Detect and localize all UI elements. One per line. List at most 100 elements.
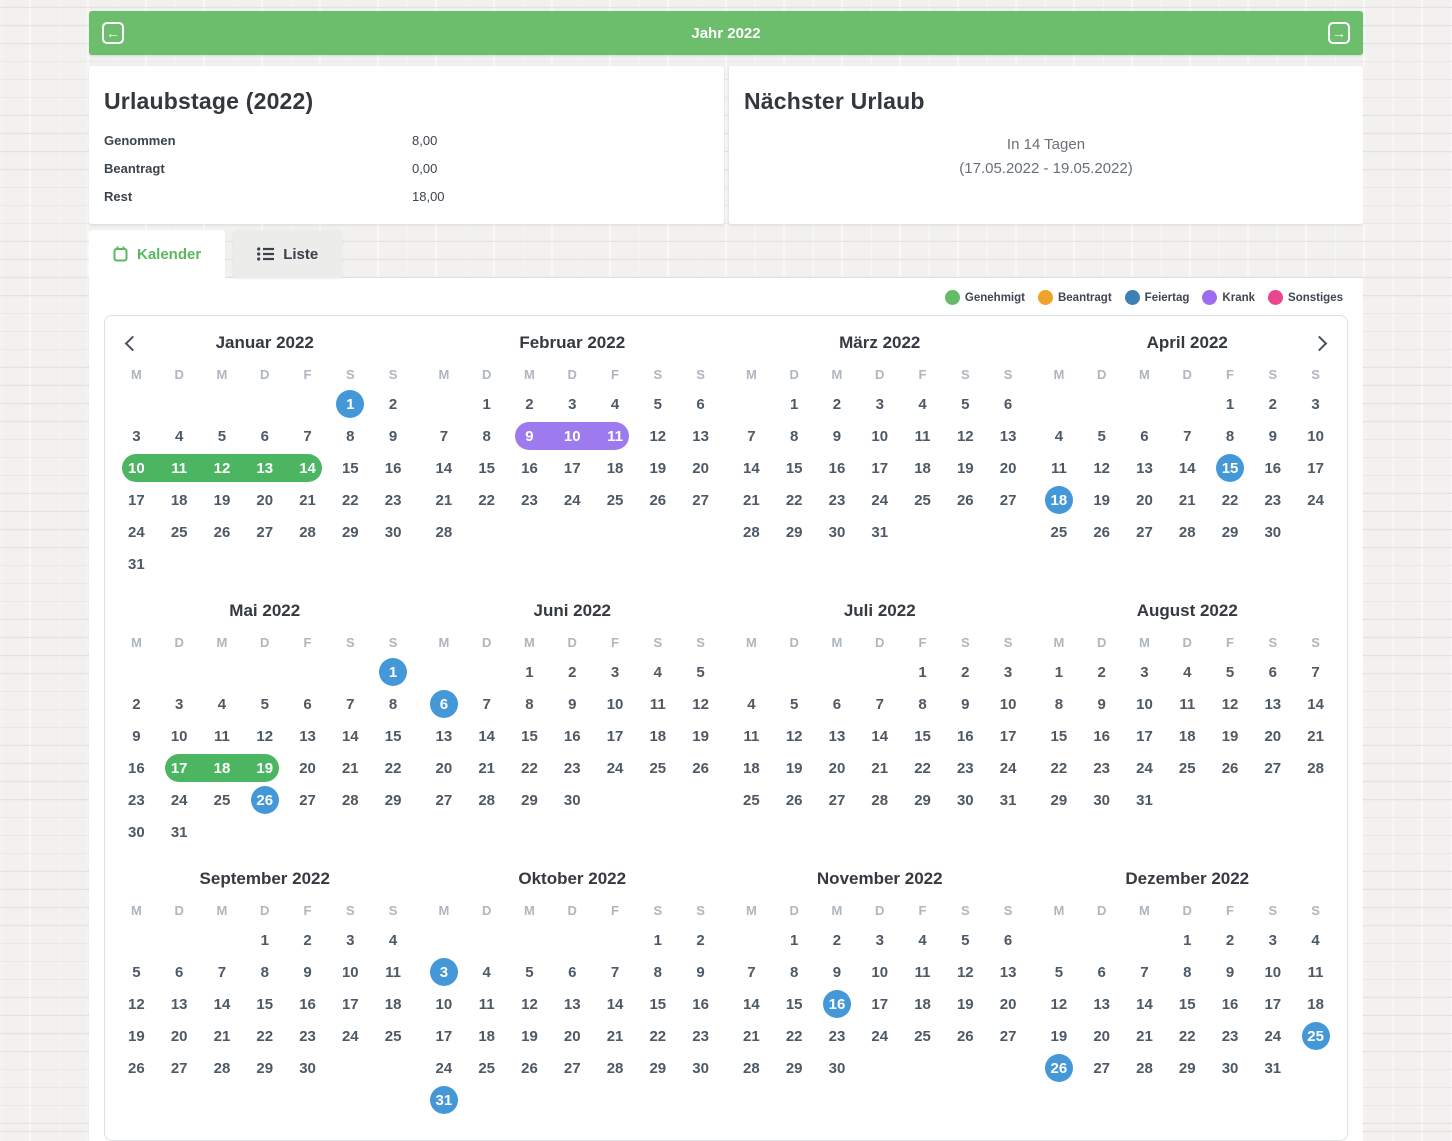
day-cell[interactable]: 15 xyxy=(329,452,372,484)
day-cell[interactable]: 4 xyxy=(636,656,679,688)
day-cell[interactable]: 20 xyxy=(1251,720,1294,752)
day-cell[interactable]: 28 xyxy=(329,784,372,816)
day-cell[interactable]: 26 xyxy=(243,784,286,816)
day-cell[interactable]: 26 xyxy=(944,1020,987,1052)
day-cell[interactable]: 6 xyxy=(987,388,1030,420)
day-cell[interactable]: 2 xyxy=(508,388,551,420)
day-cell[interactable]: 31 xyxy=(858,516,901,548)
day-cell[interactable]: 3 xyxy=(115,420,158,452)
day-cell[interactable]: 10 xyxy=(858,420,901,452)
day-cell[interactable]: 1 xyxy=(1166,924,1209,956)
day-cell[interactable]: 6 xyxy=(1080,956,1123,988)
day-cell[interactable]: 31 xyxy=(158,816,201,848)
day-cell[interactable]: 24 xyxy=(158,784,201,816)
day-cell[interactable]: 6 xyxy=(1251,656,1294,688)
day-cell[interactable]: 6 xyxy=(987,924,1030,956)
day-cell[interactable]: 25 xyxy=(901,1020,944,1052)
day-cell[interactable]: 19 xyxy=(944,988,987,1020)
day-cell[interactable]: 24 xyxy=(551,484,594,516)
day-cell[interactable]: 24 xyxy=(858,1020,901,1052)
day-cell[interactable]: 8 xyxy=(1209,420,1252,452)
day-cell[interactable]: 7 xyxy=(201,956,244,988)
day-cell[interactable]: 29 xyxy=(1209,516,1252,548)
day-cell[interactable]: 14 xyxy=(201,988,244,1020)
day-cell[interactable]: 22 xyxy=(1038,752,1081,784)
day-cell[interactable]: 4 xyxy=(465,956,508,988)
day-cell[interactable]: 20 xyxy=(679,452,722,484)
day-cell[interactable]: 12 xyxy=(508,988,551,1020)
day-cell[interactable]: 9 xyxy=(1209,956,1252,988)
day-cell[interactable]: 29 xyxy=(508,784,551,816)
day-cell[interactable]: 2 xyxy=(1251,388,1294,420)
day-cell[interactable]: 7 xyxy=(1166,420,1209,452)
day-cell[interactable]: 1 xyxy=(1038,656,1081,688)
day-cell[interactable]: 5 xyxy=(1038,956,1081,988)
day-cell[interactable]: 18 xyxy=(594,452,637,484)
day-cell[interactable]: 31 xyxy=(987,784,1030,816)
day-cell[interactable]: 16 xyxy=(944,720,987,752)
day-cell[interactable]: 23 xyxy=(115,784,158,816)
day-cell[interactable]: 9 xyxy=(508,420,551,452)
day-cell[interactable]: 14 xyxy=(1123,988,1166,1020)
day-cell[interactable]: 10 xyxy=(858,956,901,988)
day-cell[interactable]: 3 xyxy=(158,688,201,720)
day-cell[interactable]: 7 xyxy=(730,420,773,452)
day-cell[interactable]: 10 xyxy=(423,988,466,1020)
day-cell[interactable]: 9 xyxy=(944,688,987,720)
day-cell[interactable]: 20 xyxy=(551,1020,594,1052)
day-cell[interactable]: 27 xyxy=(987,484,1030,516)
day-cell[interactable]: 26 xyxy=(773,784,816,816)
day-cell[interactable]: 9 xyxy=(1251,420,1294,452)
day-cell[interactable]: 20 xyxy=(987,452,1030,484)
day-cell[interactable]: 9 xyxy=(551,688,594,720)
day-cell[interactable]: 29 xyxy=(1038,784,1081,816)
day-cell[interactable]: 25 xyxy=(201,784,244,816)
day-cell[interactable]: 13 xyxy=(1251,688,1294,720)
day-cell[interactable]: 27 xyxy=(551,1052,594,1084)
day-cell[interactable]: 10 xyxy=(1251,956,1294,988)
day-cell[interactable]: 8 xyxy=(329,420,372,452)
day-cell[interactable]: 10 xyxy=(594,688,637,720)
day-cell[interactable]: 20 xyxy=(1123,484,1166,516)
day-cell[interactable]: 27 xyxy=(423,784,466,816)
day-cell[interactable]: 22 xyxy=(773,1020,816,1052)
day-cell[interactable]: 28 xyxy=(1123,1052,1166,1084)
day-cell[interactable]: 13 xyxy=(551,988,594,1020)
day-cell[interactable]: 3 xyxy=(858,388,901,420)
day-cell[interactable]: 21 xyxy=(594,1020,637,1052)
day-cell[interactable]: 23 xyxy=(816,1020,859,1052)
day-cell[interactable]: 23 xyxy=(1209,1020,1252,1052)
day-cell[interactable]: 20 xyxy=(286,752,329,784)
day-cell[interactable]: 30 xyxy=(1251,516,1294,548)
day-cell[interactable]: 21 xyxy=(201,1020,244,1052)
day-cell[interactable]: 24 xyxy=(329,1020,372,1052)
day-cell[interactable]: 13 xyxy=(158,988,201,1020)
day-cell[interactable]: 13 xyxy=(423,720,466,752)
day-cell[interactable]: 1 xyxy=(329,388,372,420)
day-cell[interactable]: 21 xyxy=(1166,484,1209,516)
day-cell[interactable]: 25 xyxy=(636,752,679,784)
day-cell[interactable]: 21 xyxy=(329,752,372,784)
day-cell[interactable]: 5 xyxy=(1209,656,1252,688)
day-cell[interactable]: 22 xyxy=(773,484,816,516)
day-cell[interactable]: 6 xyxy=(816,688,859,720)
day-cell[interactable]: 8 xyxy=(1038,688,1081,720)
day-cell[interactable]: 15 xyxy=(372,720,415,752)
day-cell[interactable]: 9 xyxy=(679,956,722,988)
day-cell[interactable]: 13 xyxy=(987,420,1030,452)
day-cell[interactable]: 23 xyxy=(679,1020,722,1052)
day-cell[interactable]: 26 xyxy=(944,484,987,516)
day-cell[interactable]: 29 xyxy=(901,784,944,816)
day-cell[interactable]: 15 xyxy=(636,988,679,1020)
day-cell[interactable]: 12 xyxy=(944,956,987,988)
day-cell[interactable]: 4 xyxy=(1294,924,1337,956)
day-cell[interactable]: 9 xyxy=(816,956,859,988)
tab-liste[interactable]: Liste xyxy=(233,230,343,278)
day-cell[interactable]: 22 xyxy=(901,752,944,784)
day-cell[interactable]: 7 xyxy=(730,956,773,988)
day-cell[interactable]: 4 xyxy=(201,688,244,720)
day-cell[interactable]: 16 xyxy=(115,752,158,784)
day-cell[interactable]: 10 xyxy=(1294,420,1337,452)
day-cell[interactable]: 12 xyxy=(200,452,244,484)
day-cell[interactable]: 2 xyxy=(944,656,987,688)
